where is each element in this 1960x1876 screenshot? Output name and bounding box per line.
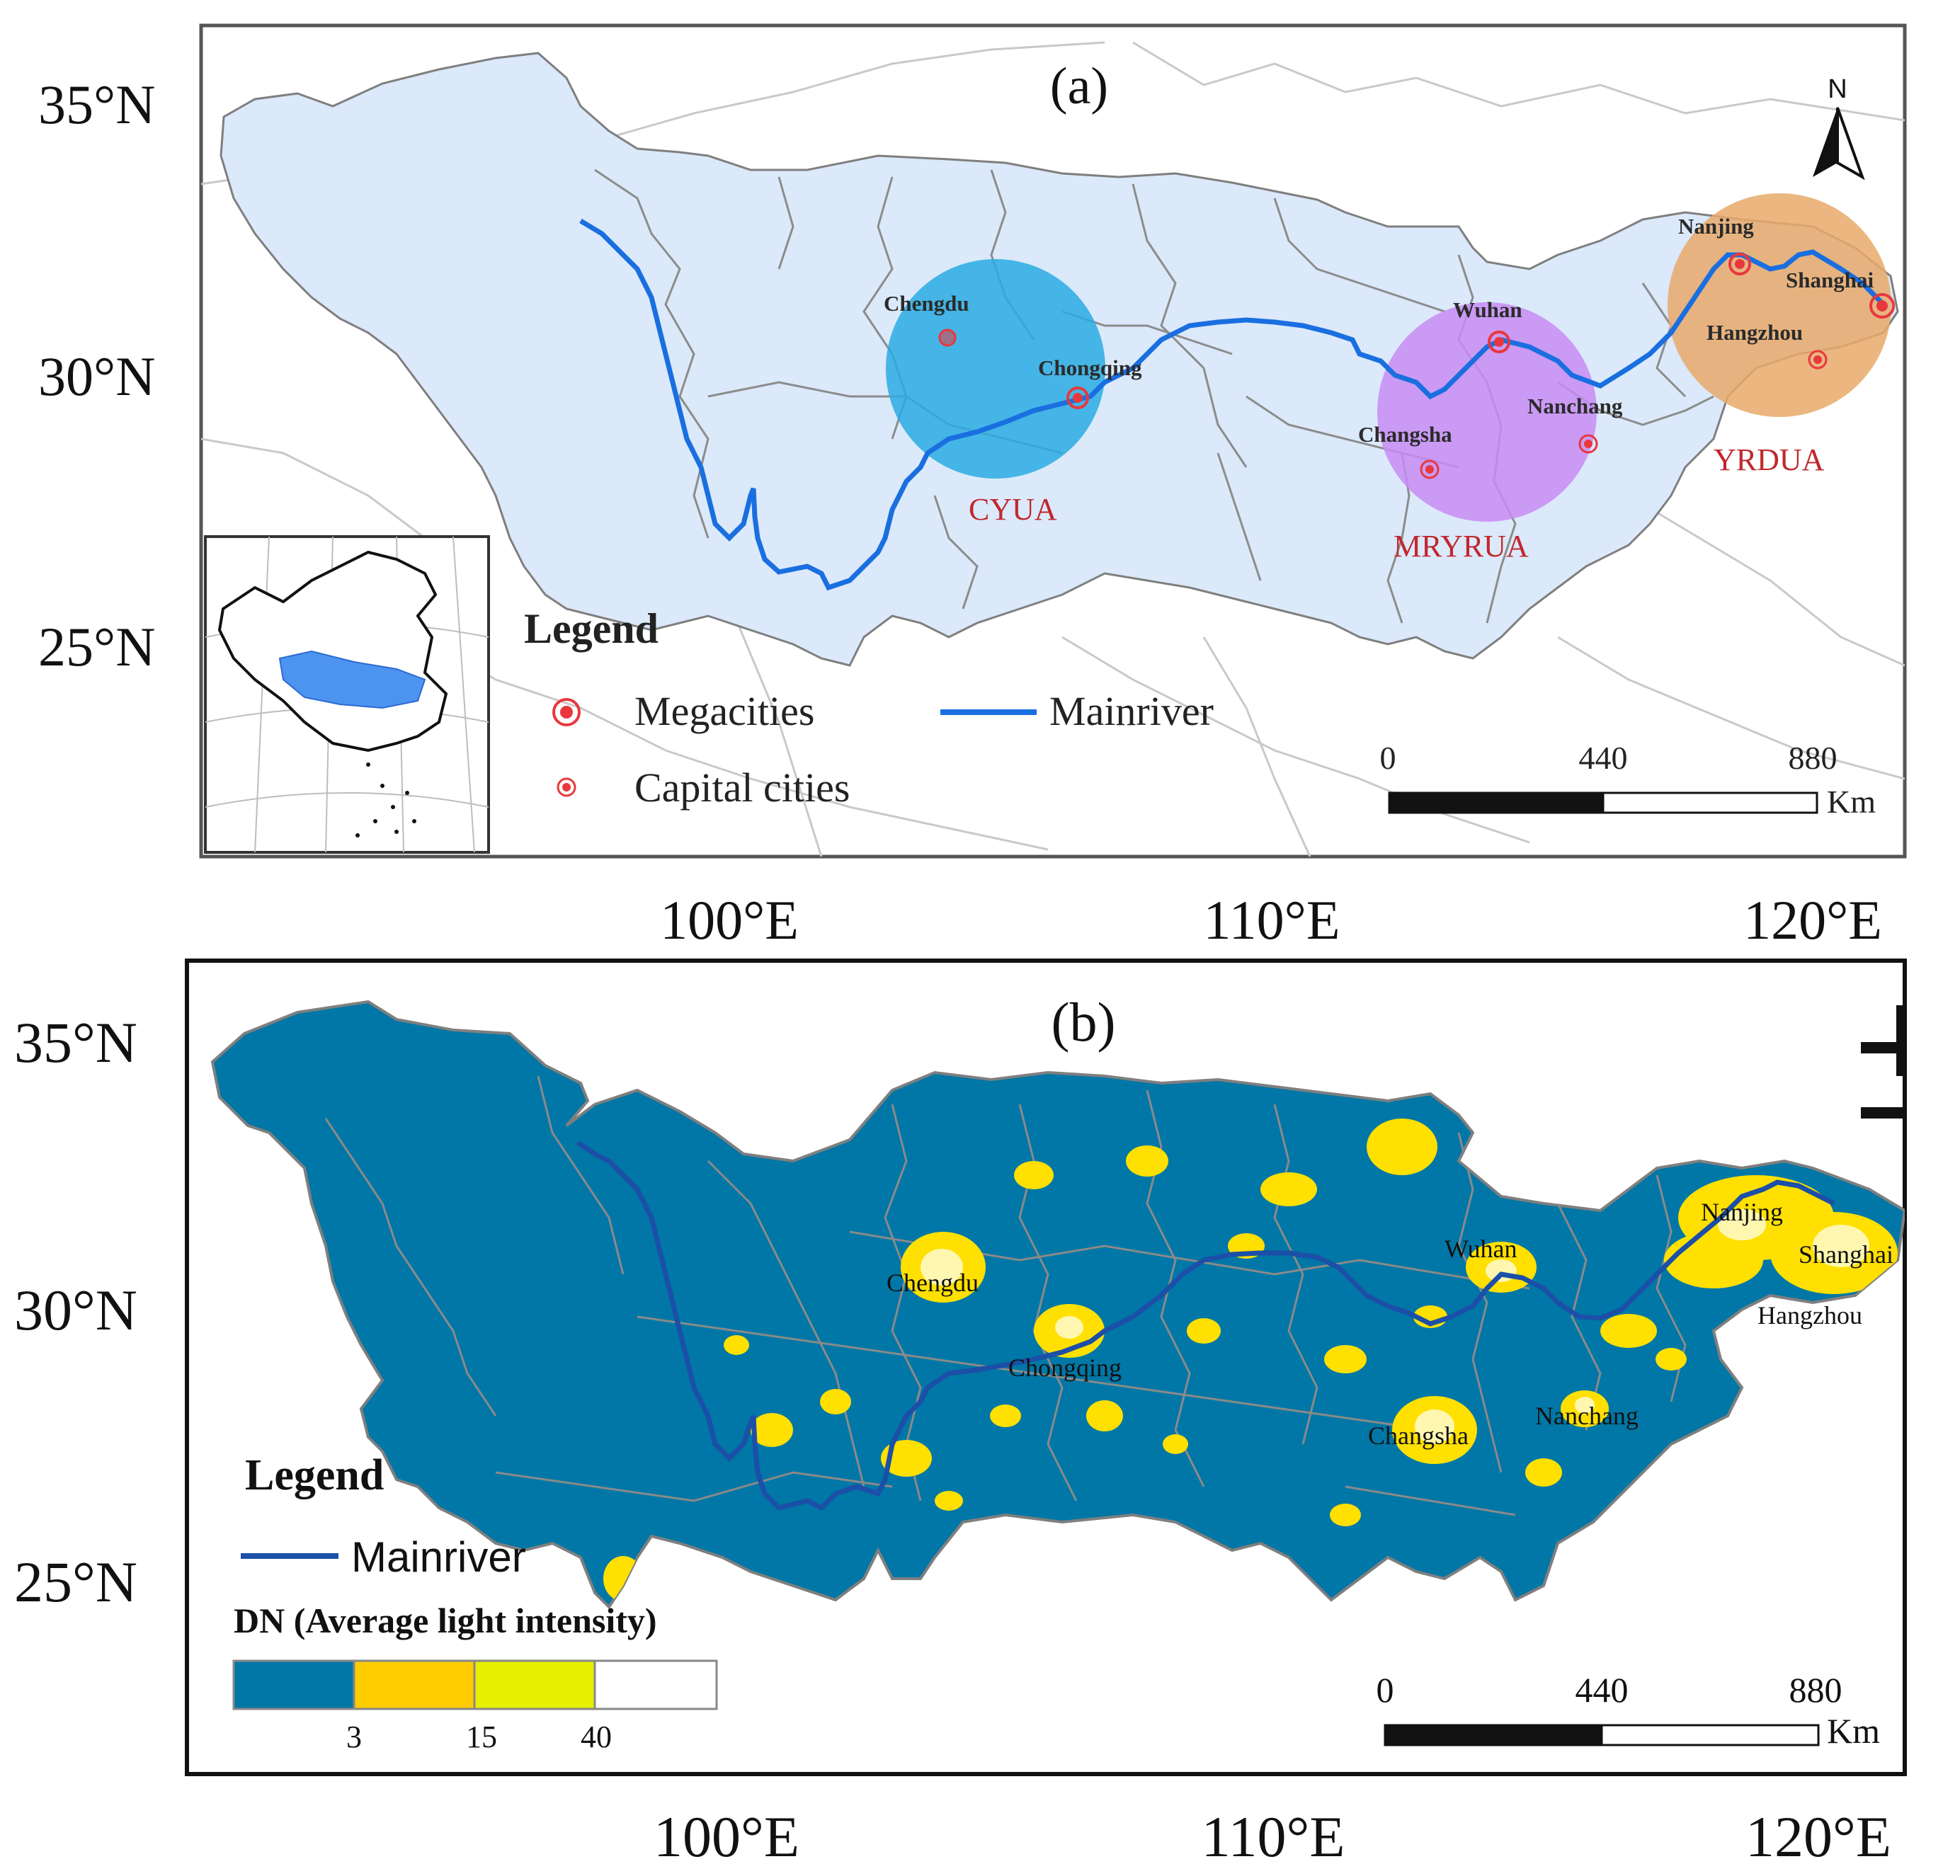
svg-text:880: 880 bbox=[1789, 740, 1838, 776]
svg-text:0: 0 bbox=[1377, 1670, 1394, 1710]
city-markers bbox=[938, 253, 1895, 479]
panel-b: Chengdu Chongqing Wuhan Changsha Nanchan… bbox=[14, 959, 1907, 1869]
a-lon-120: 120°E bbox=[1743, 889, 1882, 951]
svg-text:Km: Km bbox=[1827, 1711, 1880, 1751]
a-lon-110: 110°E bbox=[1204, 889, 1340, 951]
b-label-chongqing: Chongqing bbox=[1008, 1354, 1122, 1382]
svg-text:Km: Km bbox=[1827, 784, 1876, 820]
b-label-nanchang: Nanchang bbox=[1535, 1402, 1639, 1430]
main-river-b bbox=[576, 1140, 1835, 1511]
svg-text:0: 0 bbox=[1380, 740, 1396, 776]
scale-bar-a: 0 440 880 Km bbox=[1380, 740, 1876, 820]
legend-a: Legend Megacities Capital cities Mainriv… bbox=[524, 605, 1214, 811]
hangzhou-marker bbox=[1808, 350, 1828, 370]
legend-b: Legend Mainriver DN (Average light inten… bbox=[232, 1451, 718, 1754]
label-mryrua: MRYRUA bbox=[1394, 529, 1529, 564]
legend-megacities: Megacities bbox=[634, 688, 814, 734]
north-arrow-icon: N bbox=[1813, 74, 1865, 181]
legend-mainriver-b: Mainriver bbox=[351, 1533, 526, 1581]
b-lon-100: 100°E bbox=[654, 1804, 799, 1869]
main-river-a bbox=[579, 218, 1886, 591]
label-nanchang: Nanchang bbox=[1527, 394, 1623, 418]
legend-b-title: Legend bbox=[245, 1451, 384, 1499]
chongqing-marker bbox=[1066, 387, 1089, 409]
label-cyua: CYUA bbox=[969, 492, 1057, 527]
label-wuhan: Wuhan bbox=[1453, 297, 1522, 322]
china-inset-map bbox=[204, 535, 490, 854]
scale-bar-b: 0 440 880 Km bbox=[1377, 1670, 1881, 1751]
dn-break-3: 3 bbox=[346, 1720, 362, 1754]
svg-text:440: 440 bbox=[1576, 1670, 1629, 1710]
chengdu-marker bbox=[938, 328, 957, 347]
capital-cities-legend-icon bbox=[557, 777, 576, 797]
b-lat-30: 30°N bbox=[14, 1278, 137, 1342]
b-label-nanjing: Nanjing bbox=[1701, 1198, 1783, 1226]
b-lat-35: 35°N bbox=[14, 1010, 137, 1075]
legend-a-title: Legend bbox=[524, 605, 659, 652]
label-hangzhou: Hangzhou bbox=[1707, 320, 1803, 345]
b-lon-120: 120°E bbox=[1745, 1804, 1891, 1869]
b-label-chengdu: Chengdu bbox=[887, 1269, 979, 1297]
svg-text:880: 880 bbox=[1789, 1670, 1842, 1710]
a-lat-25: 25°N bbox=[38, 616, 156, 677]
b-label-changsha: Changsha bbox=[1368, 1422, 1469, 1450]
b-label-wuhan: Wuhan bbox=[1445, 1235, 1517, 1263]
a-lat-35: 35°N bbox=[38, 74, 156, 135]
label-nanjing: Nanjing bbox=[1678, 214, 1754, 239]
b-lat-25: 25°N bbox=[14, 1550, 137, 1614]
legend-mainriver-a: Mainriver bbox=[1049, 688, 1214, 734]
legend-dn-title: DN (Average light intensity) bbox=[234, 1601, 657, 1640]
panel-a: Chengdu Chongqing Wuhan Changsha Nanchan… bbox=[38, 23, 1907, 951]
svg-text:440: 440 bbox=[1579, 740, 1628, 776]
dn-break-15: 15 bbox=[466, 1720, 497, 1754]
changsha-marker bbox=[1420, 459, 1440, 479]
a-lon-100: 100°E bbox=[660, 889, 799, 951]
label-chengdu: Chengdu bbox=[884, 291, 969, 316]
dn-break-40: 40 bbox=[581, 1720, 612, 1754]
megacities-legend-icon bbox=[552, 698, 581, 726]
label-chongqing: Chongqing bbox=[1038, 355, 1142, 380]
panel-a-label: (a) bbox=[1050, 57, 1108, 115]
wuhan-marker bbox=[1488, 331, 1510, 353]
b-label-hangzhou: Hangzhou bbox=[1757, 1301, 1862, 1329]
north-arrow-b-icon bbox=[1861, 1005, 1905, 1119]
label-changsha: Changsha bbox=[1358, 422, 1452, 447]
cyua-circle bbox=[886, 259, 1105, 479]
a-lat-30: 30°N bbox=[38, 345, 156, 407]
panel-b-label: (b) bbox=[1052, 991, 1116, 1053]
b-lon-110: 110°E bbox=[1202, 1804, 1345, 1869]
label-yrdua: YRDUA bbox=[1714, 442, 1825, 477]
shanghai-marker bbox=[1869, 293, 1895, 319]
svg-text:N: N bbox=[1828, 74, 1847, 104]
nanchang-marker bbox=[1578, 434, 1598, 454]
nanjing-marker bbox=[1728, 253, 1751, 275]
legend-capital-cities: Capital cities bbox=[634, 765, 850, 811]
yrdua-circle bbox=[1668, 193, 1891, 417]
label-shanghai: Shanghai bbox=[1786, 268, 1874, 292]
b-label-shanghai: Shanghai bbox=[1799, 1240, 1893, 1269]
yangtze-basin-b bbox=[210, 1000, 1905, 1610]
bright-light-cores bbox=[921, 1209, 1869, 1443]
